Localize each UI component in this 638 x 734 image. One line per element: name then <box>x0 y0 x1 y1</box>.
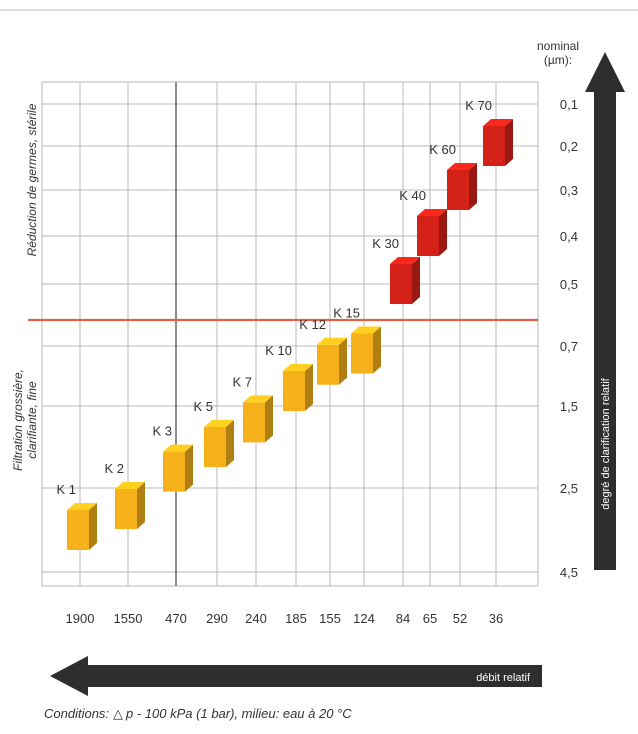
bar-side <box>305 364 313 411</box>
bar-block <box>417 209 447 256</box>
bar-top <box>67 503 97 510</box>
bar-side <box>505 119 513 166</box>
zone-label-lower-line1: Filtration grossière, <box>11 369 25 471</box>
bar-top <box>163 444 193 452</box>
bar-top <box>115 482 145 489</box>
bar-front <box>483 126 505 166</box>
bar-label: K 12 <box>299 317 326 332</box>
x-tick-label: 290 <box>206 611 228 626</box>
zone-label-lower-line2: clarifiante, fine <box>25 381 39 459</box>
y-axis-title-line1: nominal <box>537 39 579 53</box>
bar-block <box>243 395 273 443</box>
bar-side <box>226 420 234 467</box>
bar-side <box>265 395 273 443</box>
bar-side <box>89 503 97 550</box>
bar-block <box>204 420 234 467</box>
bar-front <box>447 170 469 210</box>
bar-side <box>373 326 381 374</box>
y-tick-label: 2,5 <box>560 481 578 496</box>
y-tick-label: 0,5 <box>560 277 578 292</box>
bar-label: K 30 <box>372 236 399 251</box>
x-tick-label: 1550 <box>114 611 143 626</box>
bar-top <box>351 326 381 334</box>
x-tick-label: 124 <box>353 611 375 626</box>
bar-front <box>67 510 89 550</box>
y-tick-label: 0,4 <box>560 229 578 244</box>
conditions-text: p - 100 kPa (1 bar), milieu: eau à 20 °C <box>126 706 352 721</box>
right-arrow-label: degré de clarification relatif <box>600 377 612 509</box>
right-arrow-shaft <box>594 88 616 570</box>
bar-label: K 1 <box>56 482 76 497</box>
bar-block <box>317 337 347 385</box>
bar-label: K 15 <box>333 306 360 321</box>
bar-top <box>317 337 347 345</box>
bar-front <box>390 264 412 304</box>
bar-top <box>483 119 513 126</box>
bar-label: K 3 <box>152 424 172 439</box>
x-tick-label: 84 <box>396 611 410 626</box>
bar-front <box>283 371 305 411</box>
bar-top <box>390 257 420 264</box>
bar-top <box>447 163 477 170</box>
delta-icon: △ <box>113 706 124 721</box>
bar-label: K 60 <box>429 142 456 157</box>
bar-front <box>351 333 373 374</box>
bar-block <box>67 503 97 550</box>
zone-label-upper: Réduction de germes, stérile <box>25 103 39 256</box>
y-tick-label: 0,7 <box>560 339 578 354</box>
bar-label: K 10 <box>265 343 292 358</box>
x-tick-label: 65 <box>423 611 437 626</box>
y-tick-label: 0,2 <box>560 139 578 154</box>
x-tick-label: 36 <box>489 611 503 626</box>
bar-side <box>412 257 420 304</box>
bar-top <box>204 420 234 427</box>
x-tick-label: 52 <box>453 611 467 626</box>
y-tick-label: 0,3 <box>560 183 578 198</box>
bar-block <box>115 482 145 529</box>
x-tick-label: 240 <box>245 611 267 626</box>
x-tick-label: 185 <box>285 611 307 626</box>
bar-side <box>137 482 145 529</box>
y-tick-label: 4,5 <box>560 565 578 580</box>
bar-label: K 5 <box>193 399 213 414</box>
bar-label: K 40 <box>399 188 426 203</box>
bar-label: K 7 <box>232 374 252 389</box>
bar-front <box>317 344 339 385</box>
bar-side <box>339 337 347 385</box>
x-tick-label: 155 <box>319 611 341 626</box>
bottom-arrow-label: débit relatif <box>476 672 531 684</box>
bar-front <box>163 451 185 492</box>
bar-front <box>115 489 137 529</box>
bar-front <box>204 427 226 467</box>
bar-block <box>351 326 381 374</box>
bar-side <box>469 163 477 210</box>
bar-block <box>163 444 193 492</box>
x-tick-label: 1900 <box>66 611 95 626</box>
bar-top <box>243 395 273 403</box>
y-tick-label: 1,5 <box>560 399 578 414</box>
bar-label: K 2 <box>104 461 124 476</box>
bar-block <box>447 163 477 210</box>
bar-block <box>390 257 420 304</box>
bar-front <box>243 402 265 443</box>
bar-side <box>439 209 447 256</box>
right-arrow-head <box>585 52 625 92</box>
x-tick-label: 470 <box>165 611 187 626</box>
conditions-caption: Conditions: △ p - 100 kPa (1 bar), milieu:… <box>44 706 352 722</box>
y-axis-title-line2: (µm): <box>544 53 572 67</box>
grid <box>41 81 539 587</box>
bottom-arrow-head <box>50 656 88 696</box>
bar-front <box>417 216 439 256</box>
bar-top <box>283 364 313 371</box>
bar-block <box>283 364 313 411</box>
conditions-prefix: Conditions: <box>44 706 110 721</box>
bar-top <box>417 209 447 216</box>
bar-side <box>185 444 193 492</box>
bar-label: K 70 <box>465 98 492 113</box>
bottom-arrow-shaft <box>84 665 542 687</box>
bar-block <box>483 119 513 166</box>
y-tick-label: 0,1 <box>560 97 578 112</box>
